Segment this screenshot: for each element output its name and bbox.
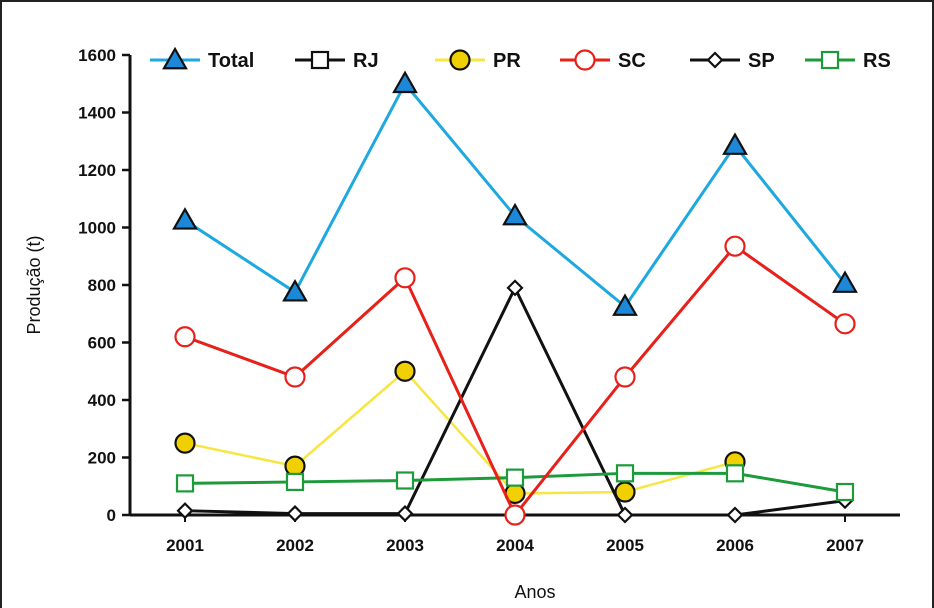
point-rs [175, 474, 195, 493]
legend-item-pr: PR [435, 49, 521, 72]
legend-marker [574, 49, 596, 71]
point-total [392, 70, 418, 94]
legend-label: SC [618, 50, 646, 72]
x-tick-label: 2002 [276, 536, 314, 555]
y-axis-title: Produção (t) [24, 235, 44, 334]
point-rs [505, 468, 525, 487]
point-pr [394, 360, 416, 382]
series-sc [174, 235, 856, 526]
legend-label: RS [863, 50, 891, 72]
point-rs [395, 471, 415, 490]
x-tick-label: 2003 [386, 536, 424, 555]
point-rs [835, 482, 855, 502]
y-tick-label: 600 [88, 334, 116, 353]
legend-marker [310, 50, 330, 70]
y-axis-ticks: 0 200 400 600 800 1000 1200 1400 1600 [78, 46, 130, 525]
point-sc [614, 366, 636, 388]
series-layer [172, 70, 858, 526]
point-total [502, 202, 528, 226]
point-total [832, 270, 858, 293]
point-total [612, 293, 638, 316]
y-tick-label: 400 [88, 391, 116, 410]
series-sp [176, 279, 854, 524]
y-tick-label: 1400 [78, 104, 116, 123]
point-rs [285, 472, 305, 492]
legend-item-rs: RS [805, 50, 891, 72]
legend-marker [706, 51, 724, 69]
point-rs [725, 464, 745, 483]
x-tick-label: 2001 [166, 536, 204, 555]
legend-label: PR [493, 50, 521, 72]
legend-item-sp: SP [690, 50, 775, 72]
point-total [722, 132, 748, 155]
point-sp [176, 502, 194, 520]
y-tick-label: 800 [88, 276, 116, 295]
point-sc [394, 267, 416, 289]
point-sp [616, 506, 634, 524]
legend-marker [162, 46, 188, 70]
x-axis-title: Anos [514, 582, 555, 602]
x-tick-label: 2007 [826, 536, 864, 555]
x-tick-label: 2004 [496, 536, 534, 555]
legend-label: SP [748, 50, 775, 72]
point-sc [284, 366, 306, 388]
point-pr [284, 455, 306, 477]
point-sc [174, 326, 196, 348]
legend-item-sc: SC [560, 49, 646, 72]
point-total [282, 278, 308, 302]
point-sc [724, 235, 746, 257]
point-sp [286, 505, 304, 523]
point-sc [504, 504, 526, 526]
point-rs [615, 464, 635, 483]
x-tick-label: 2006 [716, 536, 754, 555]
point-sp [396, 505, 414, 523]
y-tick-label: 1000 [78, 219, 116, 238]
legend-item-total: Total [150, 46, 254, 72]
y-tick-label: 1600 [78, 46, 116, 65]
legend: Total RJ PR SC SP RS [150, 46, 891, 72]
point-total [172, 207, 198, 230]
legend-marker [449, 49, 471, 71]
series-line-pr [184, 369, 736, 495]
point-sp [506, 279, 524, 297]
point-sc [834, 313, 856, 335]
legend-marker [820, 50, 840, 70]
legend-item-rj: RJ [295, 50, 379, 72]
series-rs [175, 464, 855, 502]
legend-label: Total [208, 50, 254, 72]
x-tick-label: 2005 [606, 536, 644, 555]
legend-label: RJ [353, 50, 379, 72]
y-tick-label: 200 [88, 449, 116, 468]
series-total [172, 70, 858, 316]
point-pr [174, 432, 196, 454]
y-tick-label: 0 [107, 506, 116, 525]
y-tick-label: 1200 [78, 161, 116, 180]
point-sp [726, 506, 744, 524]
x-axis-ticks: 2001 2002 2003 2004 2005 2006 2007 [166, 515, 864, 555]
series-line-total [184, 81, 847, 309]
series-pr [174, 360, 746, 505]
